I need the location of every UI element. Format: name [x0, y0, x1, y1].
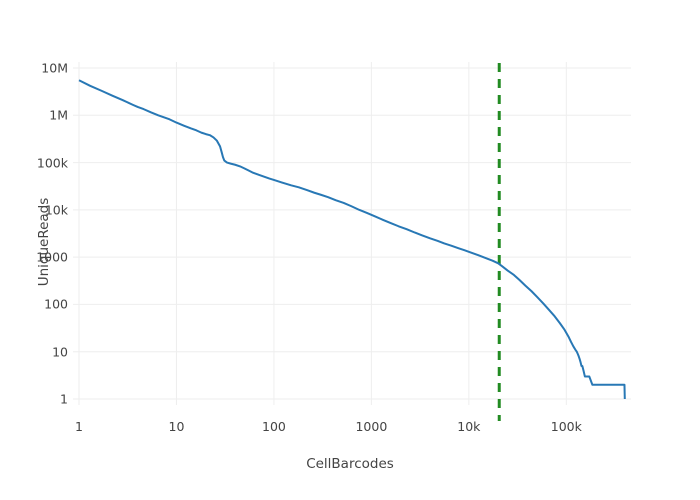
- y-tick-label: 10: [52, 344, 68, 360]
- x-gridlines: [78, 62, 567, 405]
- x-tick-label: 100: [261, 419, 286, 434]
- y-tick-label: 1M: [49, 107, 68, 123]
- x-tick-label: 1000: [355, 419, 388, 434]
- y-gridlines: [73, 67, 631, 400]
- x-tick-label: 100k: [550, 419, 582, 434]
- x-tick-label: 1: [75, 419, 83, 434]
- x-axis-title: CellBarcodes: [306, 456, 394, 472]
- x-tick-label: 10k: [457, 419, 481, 434]
- y-tick-label: 10M: [41, 60, 68, 76]
- y-tick-label: 1: [60, 391, 68, 407]
- data-series-lines: [78, 79, 626, 400]
- y-tick-label: 1000: [36, 249, 68, 265]
- x-tick-label: 10: [168, 419, 185, 434]
- y-tick-label: 100: [44, 296, 68, 312]
- y-axis-title: UniqueReads: [36, 197, 52, 287]
- y-tick-label: 10k: [44, 202, 68, 218]
- y-tick-label: 100k: [36, 155, 68, 171]
